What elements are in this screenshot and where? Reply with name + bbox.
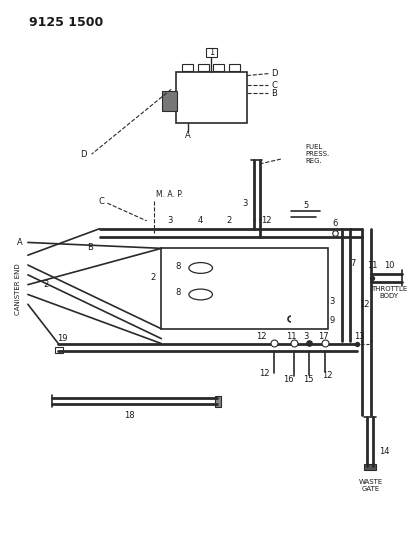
Text: 9: 9 (330, 317, 335, 326)
Text: 10: 10 (384, 261, 395, 270)
Text: WASTE
GATE: WASTE GATE (358, 479, 383, 492)
Text: 3: 3 (168, 216, 173, 225)
Text: 12: 12 (322, 372, 332, 381)
Text: 2: 2 (43, 280, 48, 289)
Text: 17: 17 (318, 332, 329, 341)
Bar (162, 91, 177, 111)
Text: A: A (17, 238, 23, 247)
Bar (182, 64, 193, 71)
Bar (162, 248, 328, 329)
Text: 3: 3 (303, 332, 308, 341)
Text: 12: 12 (261, 216, 272, 225)
Text: D: D (80, 150, 87, 159)
Text: 11: 11 (286, 332, 296, 341)
Bar (206, 48, 217, 57)
Text: 12: 12 (256, 332, 267, 341)
Text: M. A. P.: M. A. P. (157, 190, 184, 199)
Text: FUEL
PRESS.
REG.: FUEL PRESS. REG. (306, 144, 330, 164)
Text: C: C (271, 81, 277, 90)
Text: 14: 14 (379, 447, 390, 456)
Text: 2: 2 (226, 216, 232, 225)
Text: 5: 5 (303, 200, 308, 209)
Text: 2: 2 (150, 273, 155, 282)
Bar (213, 64, 224, 71)
Bar (229, 64, 240, 71)
Bar (198, 64, 208, 71)
Text: B: B (271, 89, 277, 98)
Text: 8: 8 (175, 262, 181, 271)
Text: 4: 4 (198, 216, 203, 225)
Bar (215, 395, 221, 407)
Text: 18: 18 (124, 411, 134, 419)
Text: A: A (185, 131, 191, 140)
Text: CANISTER END: CANISTER END (15, 264, 21, 316)
Text: 11: 11 (367, 261, 378, 270)
Text: THROTTLE
BODY: THROTTLE BODY (371, 286, 407, 299)
Text: 3: 3 (330, 297, 335, 306)
Text: 15: 15 (303, 375, 314, 384)
Bar (55, 348, 63, 353)
Text: B: B (87, 243, 92, 252)
Text: 12: 12 (359, 300, 370, 309)
Text: 19: 19 (58, 334, 68, 343)
Text: 9125 1500: 9125 1500 (29, 16, 103, 29)
Text: 8: 8 (175, 288, 181, 297)
Bar (176, 71, 247, 123)
Text: 1: 1 (209, 47, 214, 56)
Text: 7: 7 (350, 259, 356, 268)
Text: C: C (99, 197, 104, 206)
Bar (364, 464, 376, 470)
Text: 16: 16 (283, 375, 293, 384)
Text: 6: 6 (332, 219, 338, 228)
Text: 13: 13 (354, 332, 365, 341)
Text: D: D (271, 69, 277, 78)
Text: 12: 12 (259, 369, 270, 378)
Text: 3: 3 (242, 199, 247, 208)
